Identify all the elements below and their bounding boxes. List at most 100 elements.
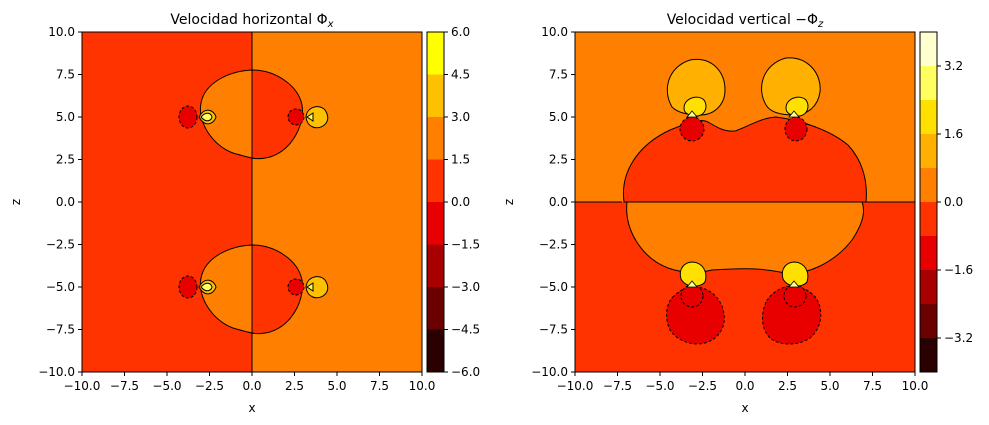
right-y-tick-label: −7.5 (539, 323, 568, 337)
right-y-tick-label: 5.0 (549, 110, 568, 124)
right-x-tick-label: −2.5 (688, 379, 717, 393)
right-bottom-lobe-west (666, 286, 725, 345)
left-colorbar-band (427, 287, 444, 330)
left-y-tick-label: 10.0 (48, 25, 75, 39)
left-colorbar-tick-label: −1.5 (451, 238, 480, 252)
right-colorbar: −3.2 −1.6 0.0 1.6 3.2 (919, 31, 973, 373)
right-colorbar-band (920, 168, 937, 202)
right-x-tick-label: 7.5 (863, 379, 882, 393)
right-lower-dome (626, 201, 865, 274)
left-x-tick-label: 2.5 (285, 379, 304, 393)
right-source-mark-lower-west (686, 280, 698, 288)
left-y-tick-label: 2.5 (56, 153, 75, 167)
left-colorbar-tick-label: 1.5 (451, 153, 470, 167)
left-x-tick-label: −2.5 (195, 379, 224, 393)
right-x-axis: −10.0 −7.5 −5.0 −2.5 0.0 2.5 5.0 7.5 10.0 (557, 372, 929, 393)
right-y-tick-label: 10.0 (541, 25, 568, 39)
right-y-tick-label: 2.5 (549, 153, 568, 167)
left-lobe-lower-east (251, 244, 303, 335)
right-colorbar-band (920, 32, 937, 66)
left-lobe-lower-west (199, 244, 253, 334)
right-source-mark-upper-east (788, 110, 800, 118)
left-x-tick-label: 7.5 (370, 379, 389, 393)
left-colorbar-band (427, 32, 444, 75)
right-colorbar-band (920, 100, 937, 134)
right-y-label: z (502, 199, 516, 205)
right-colorbar-tick-label: 0.0 (944, 195, 963, 209)
left-colorbar-tick-label: 3.0 (451, 110, 470, 124)
left-x-tick-label: 0.0 (242, 379, 261, 393)
left-colorbar-band (427, 159, 444, 202)
left-colorbar-tick-label: −6.0 (451, 365, 480, 379)
right-colorbar-band (920, 202, 937, 236)
left-source-lower-west (178, 275, 217, 299)
left-x-tick-label: 10.0 (409, 379, 436, 393)
right-y-axis: −10.0 −7.5 −5.0 −2.5 0.0 2.5 5.0 7.5 10.0 (531, 25, 575, 379)
right-x-tick-label: −5.0 (645, 379, 674, 393)
left-y-tick-label: 5.0 (56, 110, 75, 124)
left-colorbar-band (427, 244, 444, 287)
left-x-axis: −10.0 −7.5 −5.0 −2.5 0.0 2.5 5.0 7.5 10.0 (64, 372, 436, 393)
right-colorbar-tick-label: 3.2 (944, 59, 963, 73)
right-y-tick-label: 7.5 (549, 68, 568, 82)
right-source-mark-lower-east (788, 280, 800, 288)
left-colorbar-tick-label: 6.0 (451, 25, 470, 39)
left-y-tick-label: −5.0 (46, 280, 75, 294)
right-source-sink-lower-west (680, 284, 704, 308)
right-bottom-lobe-east (762, 285, 822, 345)
left-x-tick-label: 5.0 (327, 379, 346, 393)
right-chart: Velocidad vertical −Φz (502, 12, 973, 415)
left-colorbar-tick-label: 0.0 (451, 195, 470, 209)
right-source-sink-upper-east (784, 116, 808, 142)
right-colorbar-tick-label: −1.6 (944, 263, 973, 277)
left-colorbar: −6.0 −4.5 −3.0 −1.5 0.0 1.5 3.0 4.5 6.0 (426, 25, 480, 379)
left-colorbar-tick-label: −4.5 (451, 323, 480, 337)
right-source-mark-upper-west (686, 110, 698, 118)
left-source-lower-east (287, 276, 329, 299)
right-chart-title: Velocidad vertical −Φz (667, 12, 824, 30)
left-y-label: z (9, 199, 23, 205)
left-chart-title: Velocidad horizontal Φx (170, 12, 333, 30)
right-source-sink-lower-east (783, 284, 807, 308)
left-colorbar-tick-label: 4.5 (451, 68, 470, 82)
right-x-label: x (741, 401, 748, 415)
right-colorbar-band (920, 304, 937, 338)
right-colorbar-tick-label: −3.2 (944, 331, 973, 345)
right-y-tick-label: 0.0 (549, 195, 568, 209)
left-y-tick-label: 0.0 (56, 195, 75, 209)
right-y-tick-label: −2.5 (539, 238, 568, 252)
right-source-glow-upper-west (683, 96, 707, 117)
left-y-tick-label: −7.5 (46, 323, 75, 337)
right-colorbar-band (920, 134, 937, 168)
right-x-tick-label: −10.0 (557, 379, 594, 393)
left-x-tick-label: −7.5 (110, 379, 139, 393)
right-source-sink-upper-west (679, 116, 705, 142)
right-x-tick-label: 2.5 (778, 379, 797, 393)
right-x-tick-label: 0.0 (735, 379, 754, 393)
right-y-tick-label: −5.0 (539, 280, 568, 294)
right-plot-area (574, 31, 916, 373)
right-colorbar-band (920, 338, 937, 372)
right-colorbar-band (920, 236, 937, 270)
left-colorbar-band (427, 117, 444, 160)
left-chart: Velocidad horizontal Φx (9, 12, 480, 415)
right-colorbar-tick-label: 1.6 (944, 127, 963, 141)
left-y-axis: −10.0 −7.5 −5.0 −2.5 0.0 2.5 5.0 7.5 10.0 (38, 25, 82, 379)
right-y-tick-label: −10.0 (531, 365, 568, 379)
right-x-tick-label: −7.5 (603, 379, 632, 393)
left-source-upper-west (178, 105, 217, 129)
right-source-glow-upper-east (785, 96, 809, 117)
left-colorbar-band (427, 202, 444, 245)
left-source-upper-east (287, 106, 329, 129)
right-x-tick-label: 10.0 (902, 379, 929, 393)
right-x-tick-label: 5.0 (820, 379, 839, 393)
left-colorbar-tick-label: −3.0 (451, 280, 480, 294)
left-colorbar-band (427, 329, 444, 372)
right-colorbar-band (920, 270, 937, 304)
left-lobe-upper-east (251, 69, 303, 160)
left-y-tick-label: −2.5 (46, 238, 75, 252)
right-colorbar-band (920, 66, 937, 100)
left-x-label: x (248, 401, 255, 415)
left-plot-area (81, 31, 423, 373)
